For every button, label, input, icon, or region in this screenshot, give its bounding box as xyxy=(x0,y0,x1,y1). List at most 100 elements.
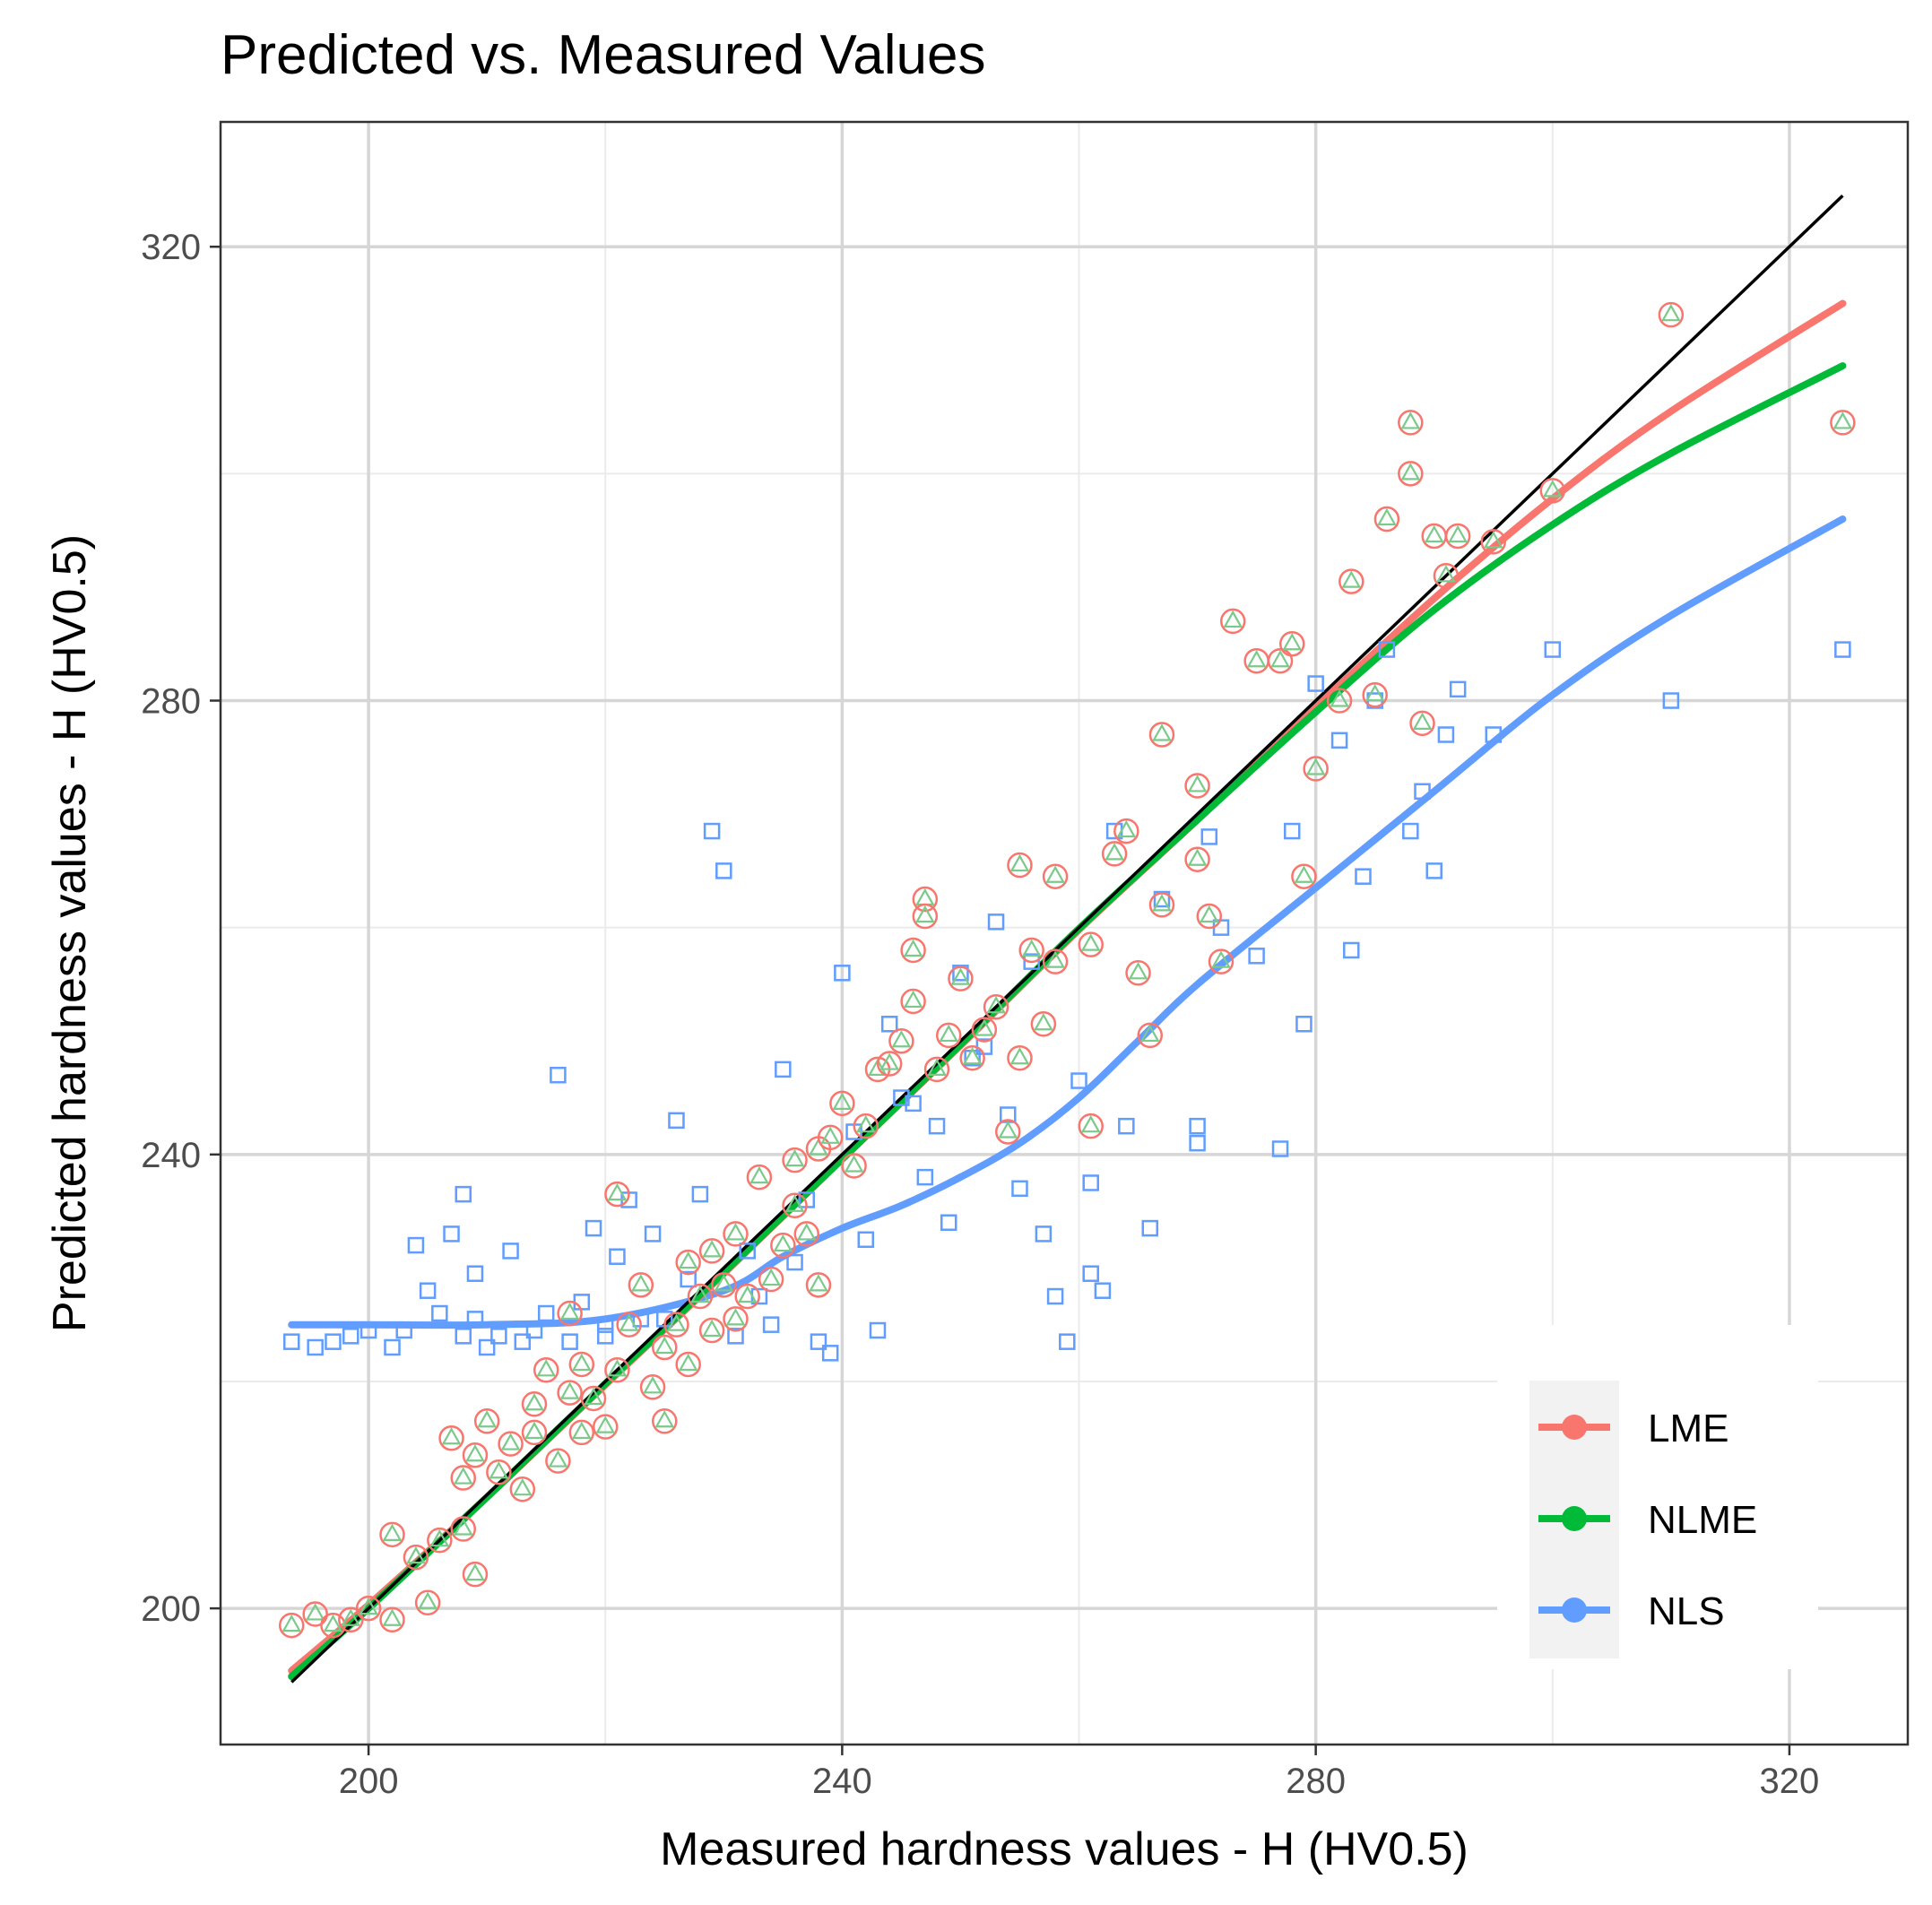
nls-point xyxy=(1035,1225,1053,1243)
legend: LME NLME NLS xyxy=(1497,1325,1818,1669)
lme-point xyxy=(427,1527,453,1554)
nlme-point xyxy=(939,1024,959,1043)
nlme-point xyxy=(855,1114,876,1133)
nlme-point xyxy=(737,1285,758,1303)
lme-point xyxy=(1398,410,1424,436)
chart-title: Predicted vs. Measured Values xyxy=(221,24,986,86)
lme-point xyxy=(486,1459,512,1485)
nlme-point xyxy=(1187,775,1208,792)
nlme-point xyxy=(725,1308,746,1326)
nlme-point xyxy=(1246,649,1267,668)
lme-point xyxy=(1208,948,1235,974)
nls-point xyxy=(1189,1117,1206,1135)
lme-point xyxy=(1267,647,1294,674)
lme-point xyxy=(948,965,974,991)
nls-point xyxy=(1378,641,1396,658)
lme-point xyxy=(1113,818,1139,844)
nlme-point xyxy=(1400,463,1421,481)
lme-point xyxy=(995,1119,1021,1145)
nlme-point xyxy=(512,1477,533,1496)
nlme-point xyxy=(643,1376,663,1394)
nls-point xyxy=(443,1225,460,1243)
lme-point xyxy=(663,1312,689,1338)
nlme-legend-key-dot xyxy=(1562,1506,1587,1531)
lme-point xyxy=(438,1425,464,1451)
lme-point xyxy=(1444,523,1471,550)
lme-point xyxy=(414,1589,441,1616)
nls-point xyxy=(537,1304,555,1322)
nlme-point xyxy=(1341,570,1362,588)
nlme-point xyxy=(584,1387,603,1406)
nlme-point xyxy=(749,1165,769,1184)
lme-point xyxy=(355,1595,382,1622)
nls-point xyxy=(1189,1134,1206,1152)
lme-point xyxy=(1125,960,1151,986)
nls-point xyxy=(1283,822,1301,840)
nlme-point xyxy=(571,1353,592,1372)
nlme-point xyxy=(453,1518,473,1536)
lme-point xyxy=(652,1334,678,1361)
nls-legend-key-dot xyxy=(1562,1598,1587,1623)
nls-point xyxy=(1094,1282,1112,1299)
plot-border xyxy=(219,120,1910,1746)
nlme-point xyxy=(784,1148,805,1167)
lme-point xyxy=(1278,630,1305,657)
nlme-point xyxy=(725,1223,746,1241)
nlme-point xyxy=(1542,480,1563,498)
nlme-point xyxy=(1400,411,1421,429)
nls-point xyxy=(940,1214,957,1232)
nlme-point xyxy=(1152,723,1172,741)
lme-point xyxy=(1830,410,1856,436)
nlme-point xyxy=(1660,303,1681,322)
nlme-point xyxy=(1294,865,1314,883)
lme-point xyxy=(628,1272,654,1298)
nlme-point xyxy=(1021,939,1042,957)
nls-point xyxy=(1834,641,1851,658)
lme-point xyxy=(1291,863,1317,889)
nlme-point xyxy=(820,1126,841,1144)
lme-point xyxy=(971,1017,998,1043)
nls-point xyxy=(478,1338,496,1356)
lme-point xyxy=(1101,841,1128,867)
nlme-point xyxy=(654,1410,675,1428)
data-points xyxy=(278,301,1856,1639)
lme-point xyxy=(1539,478,1566,504)
nls-point xyxy=(715,862,732,879)
nls-point xyxy=(1011,1180,1028,1198)
nls-point xyxy=(1082,1174,1099,1191)
nls-point xyxy=(466,1311,484,1328)
nlme-point xyxy=(607,1182,628,1201)
lme-point xyxy=(723,1306,749,1332)
nlme-point xyxy=(453,1467,473,1485)
nlme-point xyxy=(1116,819,1137,838)
lme-point xyxy=(675,1249,701,1276)
nlme-point xyxy=(524,1393,544,1411)
lme-point xyxy=(770,1232,796,1259)
nls-point xyxy=(525,1321,543,1339)
nlme-point xyxy=(654,1336,675,1355)
nls-point xyxy=(928,1117,946,1135)
nlme-point xyxy=(1832,411,1853,429)
lme-point xyxy=(616,1312,642,1338)
nls-point xyxy=(282,1333,300,1350)
nls-point xyxy=(1449,680,1467,698)
lme-point xyxy=(758,1266,784,1293)
nlme-point xyxy=(1009,853,1030,872)
lme-point xyxy=(1184,846,1210,872)
nlme-point xyxy=(1223,610,1243,628)
lme-point xyxy=(1007,852,1033,879)
y-tick-label: 200 xyxy=(141,1589,201,1629)
lme-point xyxy=(723,1221,749,1247)
nls-legend-label: NLS xyxy=(1648,1589,1725,1633)
lme-point xyxy=(639,1374,666,1400)
nlme-point xyxy=(1424,524,1444,543)
nlme-point xyxy=(571,1421,592,1440)
nlme-point xyxy=(1448,524,1468,543)
nls-point xyxy=(644,1225,662,1243)
nlme-legend-label: NLME xyxy=(1648,1498,1757,1542)
lme-point xyxy=(545,1448,571,1474)
nls-point xyxy=(1307,675,1324,692)
nls-fit-line xyxy=(288,515,1847,1329)
nlme-point xyxy=(1436,565,1456,583)
lme-point xyxy=(912,886,939,913)
